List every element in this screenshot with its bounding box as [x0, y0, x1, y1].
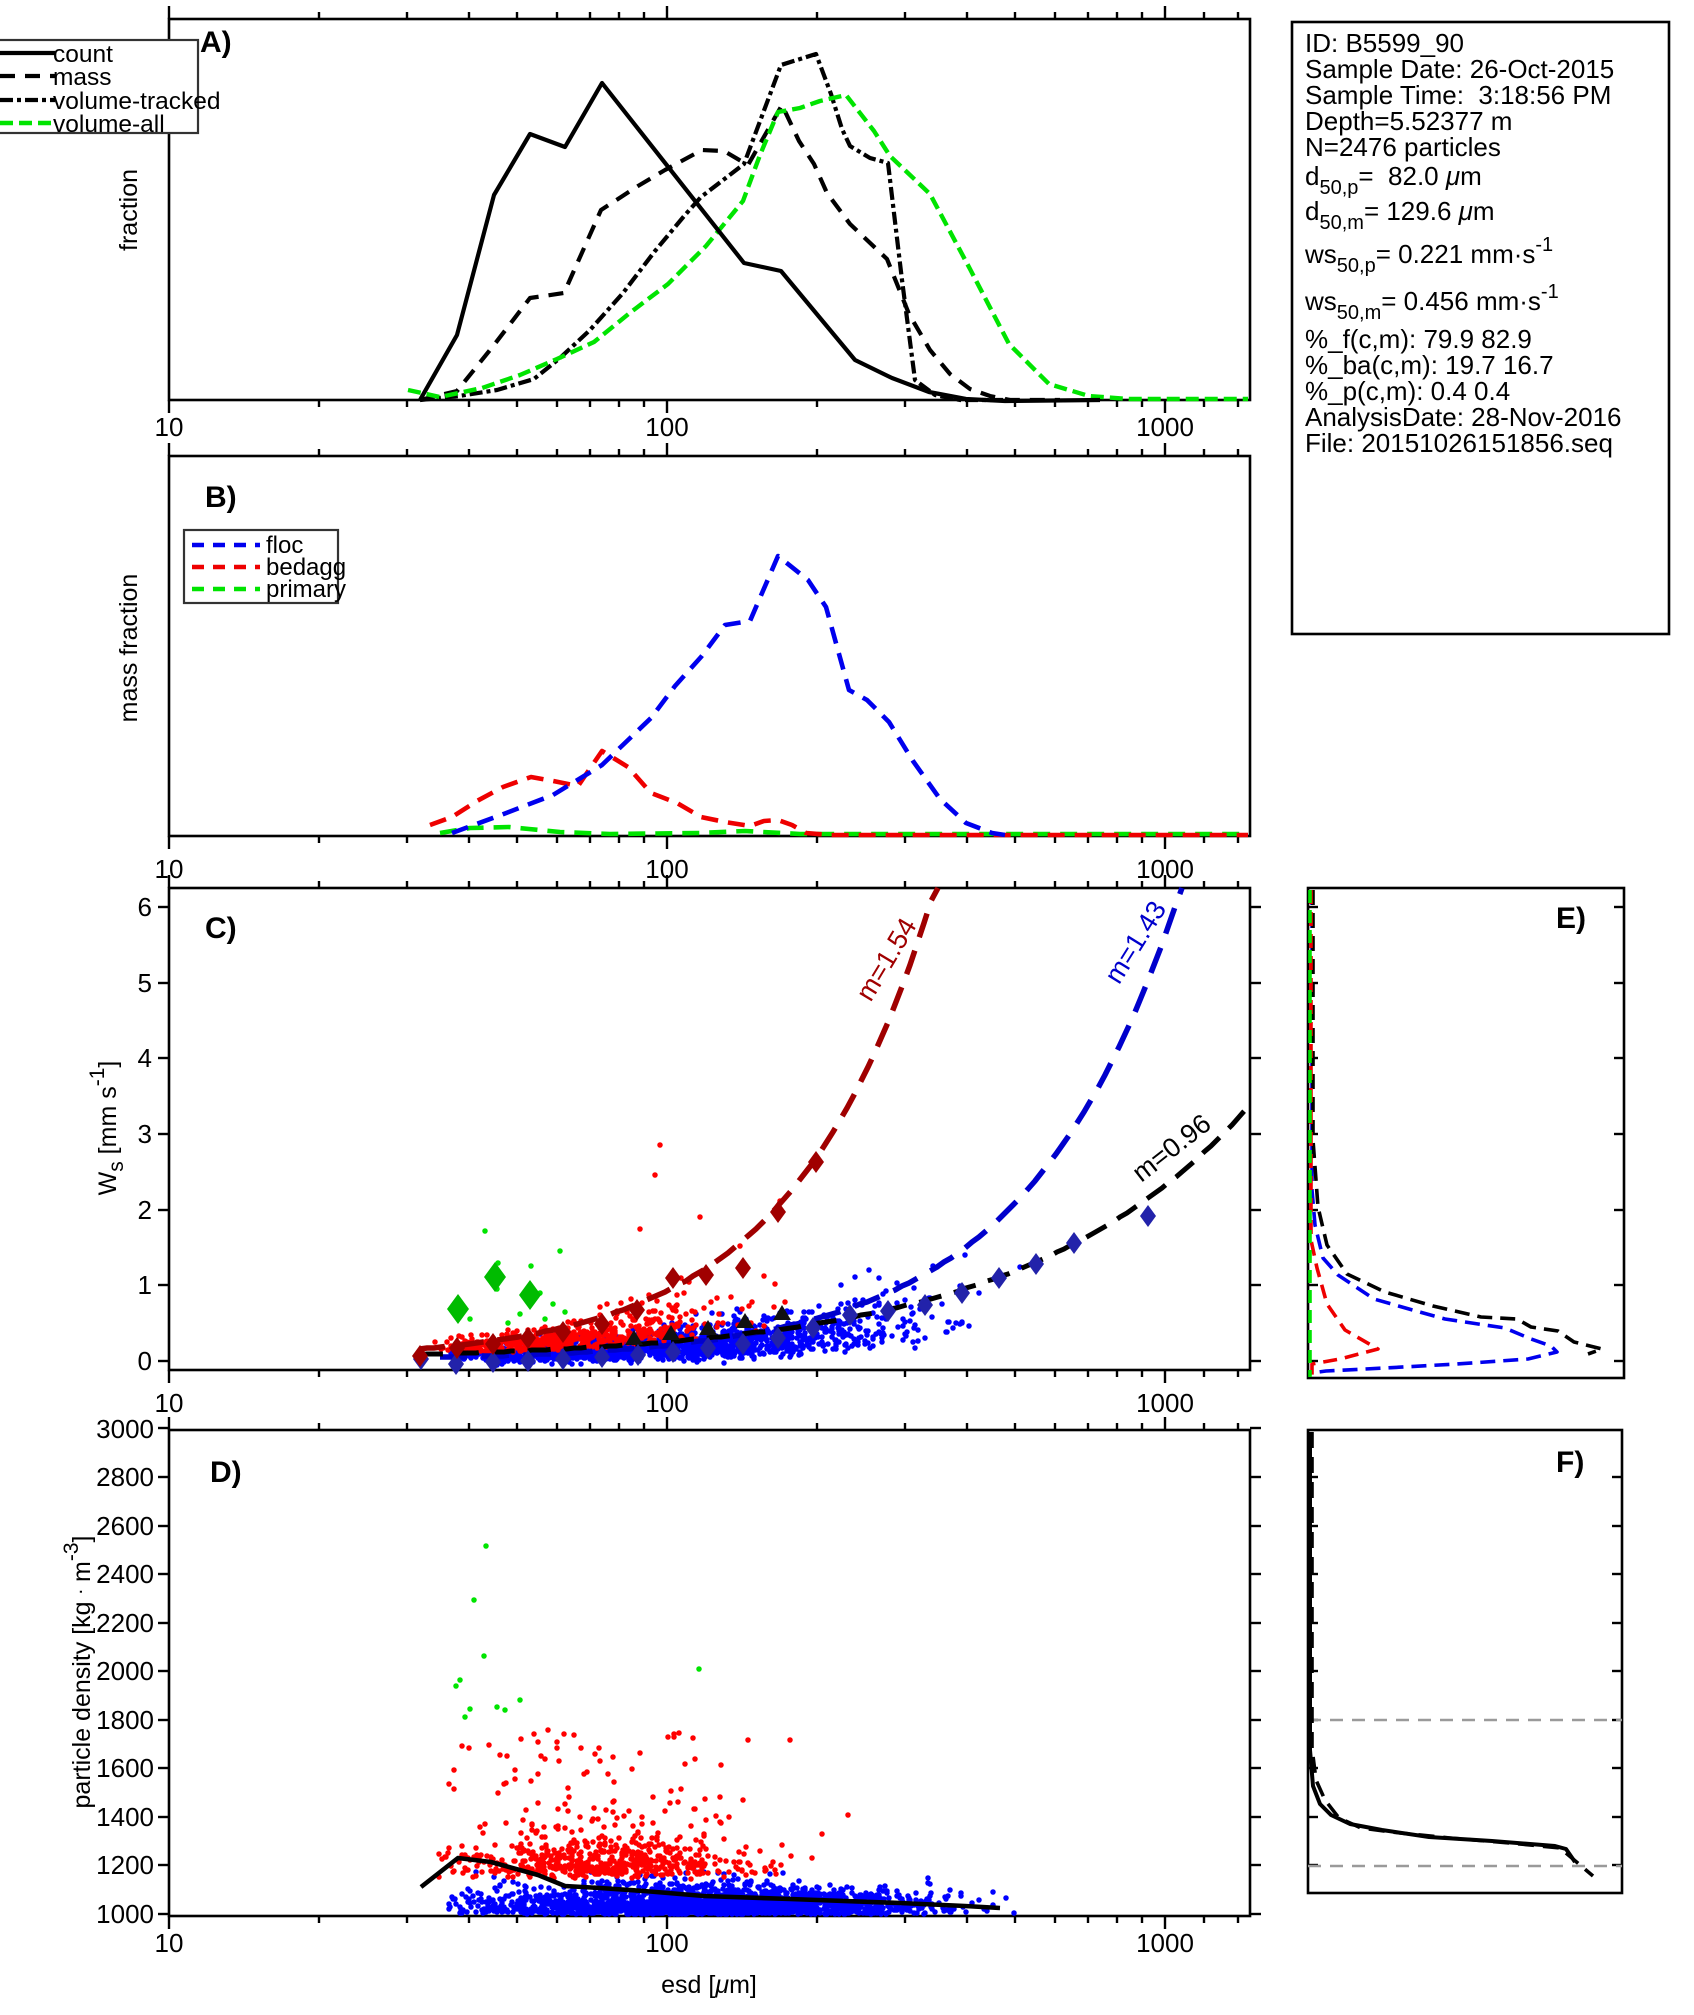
svg-text:Depth=5.52377 m: Depth=5.52377 m — [1305, 106, 1512, 136]
svg-text:1000: 1000 — [1136, 412, 1194, 442]
svg-text:bedagg: bedagg — [266, 554, 346, 581]
svg-text:6: 6 — [138, 892, 152, 922]
svg-text:A): A) — [200, 26, 232, 59]
svg-text:ID: B5599_90: ID: B5599_90 — [1305, 28, 1464, 58]
svg-text:1000: 1000 — [1136, 1928, 1194, 1958]
svg-text:C): C) — [205, 912, 237, 945]
svg-text:E): E) — [1556, 902, 1586, 935]
svg-text:1000: 1000 — [96, 1899, 154, 1929]
svg-text:100: 100 — [645, 412, 688, 442]
svg-text:esd [μm]: esd [μm] — [661, 1971, 757, 1999]
svg-text:%_p(c,m): 0.4 0.4: %_p(c,m): 0.4 0.4 — [1305, 376, 1510, 406]
svg-text:2200: 2200 — [96, 1608, 154, 1638]
svg-text:F): F) — [1556, 1446, 1584, 1479]
svg-text:2000: 2000 — [96, 1656, 154, 1686]
svg-text:1400: 1400 — [96, 1802, 154, 1832]
svg-text:mass fraction: mass fraction — [115, 574, 143, 723]
svg-text:File: 20151026151856.seq: File: 20151026151856.seq — [1305, 428, 1613, 458]
svg-text:D): D) — [210, 1456, 242, 1489]
svg-text:%_ba(c,m): 19.7 16.7: %_ba(c,m): 19.7 16.7 — [1305, 350, 1554, 380]
svg-text:AnalysisDate: 28-Nov-2016: AnalysisDate: 28-Nov-2016 — [1305, 402, 1622, 432]
svg-text:100: 100 — [645, 1928, 688, 1958]
svg-text:volume-all: volume-all — [53, 111, 165, 138]
svg-text:volume-tracked: volume-tracked — [53, 88, 220, 115]
svg-text:5: 5 — [138, 968, 152, 998]
svg-text:2400: 2400 — [96, 1559, 154, 1589]
svg-text:1800: 1800 — [96, 1705, 154, 1735]
svg-text:primary: primary — [266, 576, 346, 603]
svg-text:2600: 2600 — [96, 1511, 154, 1541]
svg-text:1000: 1000 — [1136, 1388, 1194, 1418]
svg-text:4: 4 — [138, 1043, 152, 1073]
svg-text:%_f(c,m): 79.9 82.9: %_f(c,m): 79.9 82.9 — [1305, 324, 1532, 354]
svg-text:1200: 1200 — [96, 1850, 154, 1880]
svg-text:3: 3 — [138, 1119, 152, 1149]
svg-text:Sample Date: 26-Oct-2015: Sample Date: 26-Oct-2015 — [1305, 54, 1614, 84]
svg-text:B): B) — [205, 481, 237, 514]
svg-text:N=2476 particles: N=2476 particles — [1305, 132, 1501, 162]
svg-text:10: 10 — [155, 1928, 184, 1958]
svg-text:1600: 1600 — [96, 1753, 154, 1783]
svg-text:2800: 2800 — [96, 1462, 154, 1492]
svg-text:mass: mass — [53, 64, 112, 91]
svg-text:fraction: fraction — [115, 169, 143, 251]
svg-text:3000: 3000 — [96, 1414, 154, 1444]
svg-text:100: 100 — [645, 1388, 688, 1418]
svg-text:floc: floc — [266, 532, 303, 559]
svg-text:0: 0 — [138, 1346, 152, 1376]
svg-text:count: count — [53, 41, 113, 68]
svg-text:10: 10 — [155, 412, 184, 442]
svg-text:Sample Time: 3:18:56 PM: Sample Time: 3:18:56 PM — [1305, 80, 1611, 110]
svg-text:2: 2 — [138, 1195, 152, 1225]
svg-text:10: 10 — [155, 1388, 184, 1418]
svg-text:1: 1 — [138, 1270, 152, 1300]
